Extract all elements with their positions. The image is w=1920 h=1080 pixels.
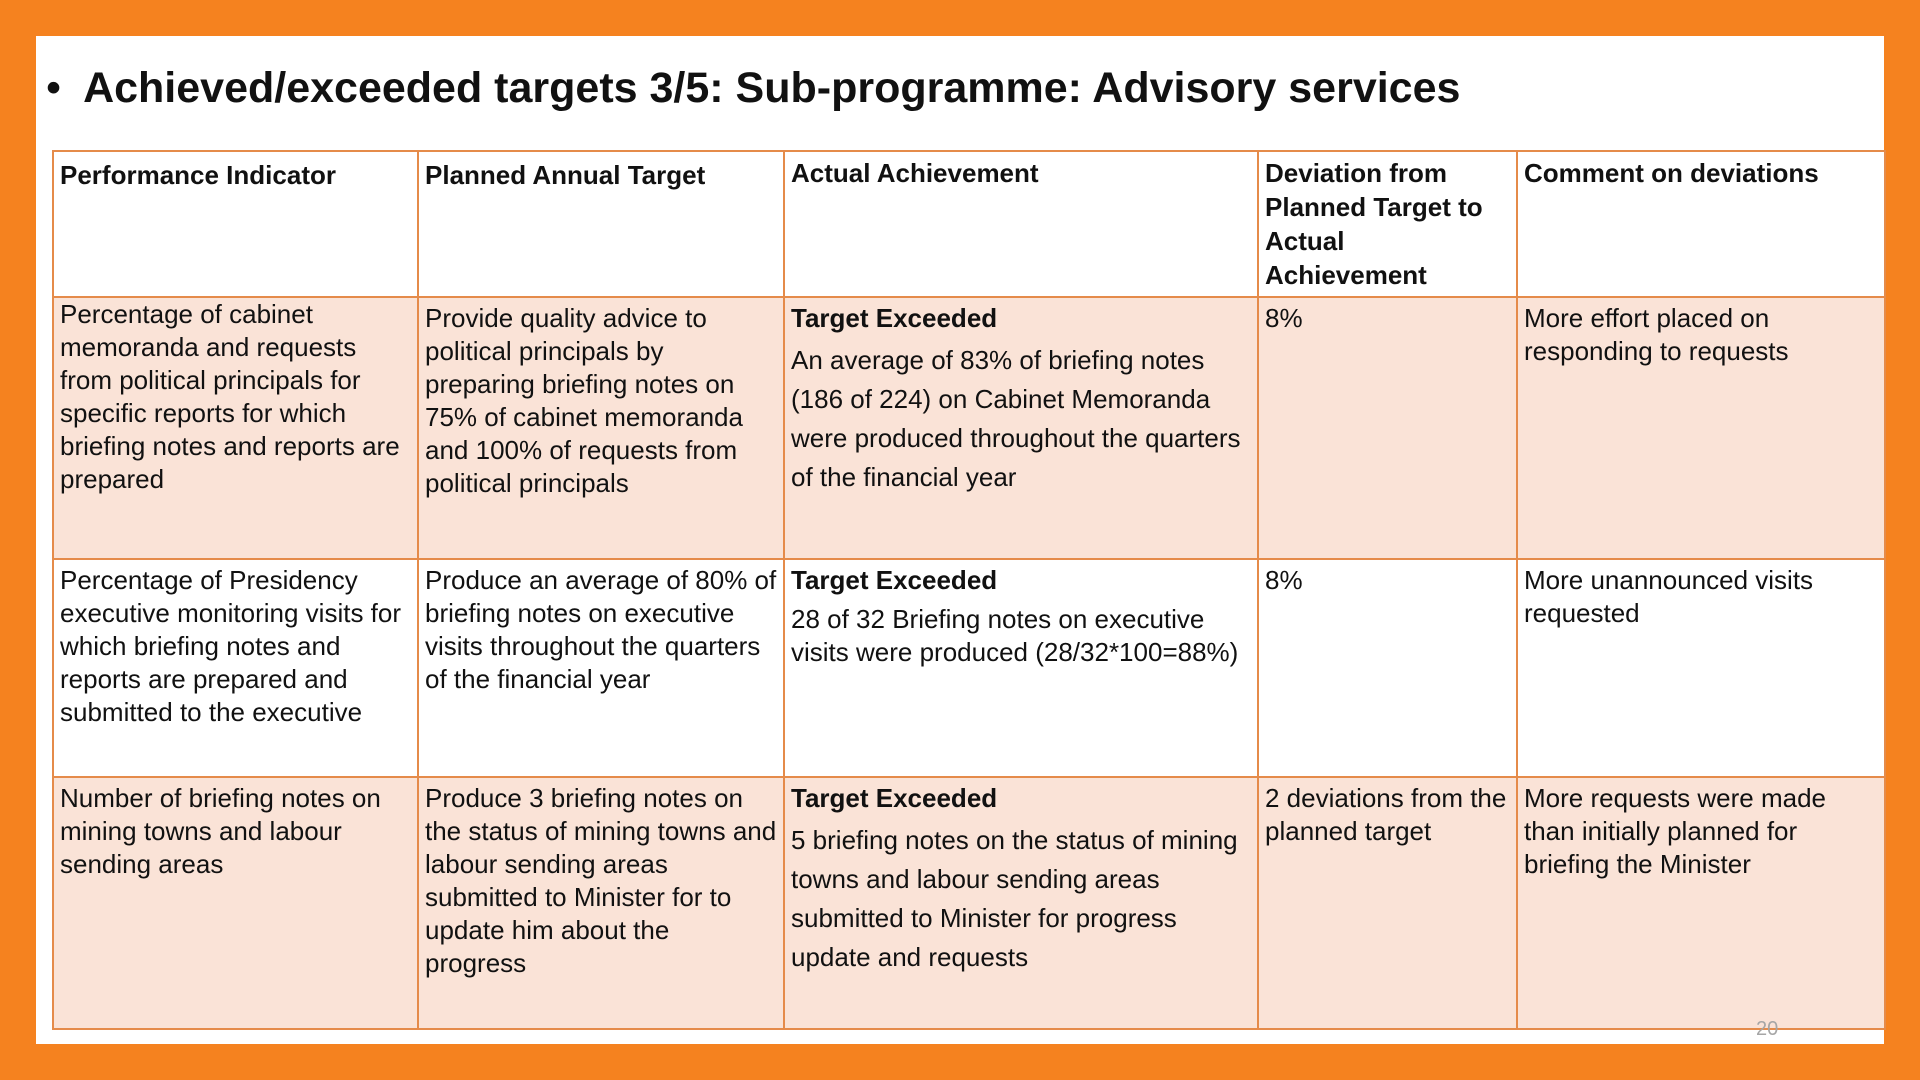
header-actual-achievement: Actual Achievement: [783, 150, 1259, 298]
planned-cell: Produce 3 briefing notes on the status o…: [417, 776, 785, 1030]
status-label: Target Exceeded: [791, 303, 998, 333]
status-label: Target Exceeded: [791, 565, 998, 595]
comment-cell: More effort placed on responding to requ…: [1516, 296, 1886, 560]
header-comment-on-deviations: Comment on deviations: [1516, 150, 1886, 298]
achievement-detail: 28 of 32 Briefing notes on executive vis…: [791, 604, 1239, 667]
table-row: Number of briefing notes on mining towns…: [52, 776, 1886, 1030]
indicator-cell: Number of briefing notes on mining towns…: [52, 776, 419, 1030]
header-performance-indicator: Performance Indicator: [52, 150, 419, 298]
page-number: 20: [1756, 1018, 1779, 1040]
indicator-cell: Percentage of cabinet memoranda and requ…: [52, 296, 419, 560]
table-row: Percentage of Presidency executive monit…: [52, 558, 1886, 778]
title-text: Achieved/exceeded targets 3/5: Sub-progr…: [83, 64, 1461, 112]
deviation-cell: 8%: [1257, 296, 1518, 560]
planned-cell: Produce an average of 80% of briefing no…: [417, 558, 785, 778]
achievement-cell: Target Exceeded 28 of 32 Briefing notes …: [783, 558, 1259, 778]
performance-table: Performance Indicator Planned Annual Tar…: [52, 150, 1886, 1030]
header-planned-annual-target: Planned Annual Target: [417, 150, 785, 298]
slide: • Achieved/exceeded targets 3/5: Sub-prog…: [36, 36, 1886, 1044]
indicator-cell: Percentage of Presidency executive monit…: [52, 558, 419, 778]
deviation-cell: 2 deviations from the planned target: [1257, 776, 1518, 1030]
achievement-detail: An average of 83% of briefing notes (186…: [791, 345, 1241, 492]
table-row: Percentage of cabinet memoranda and requ…: [52, 296, 1886, 560]
achievement-detail: 5 briefing notes on the status of mining…: [791, 825, 1238, 972]
slide-title: • Achieved/exceeded targets 3/5: Sub-prog…: [46, 64, 1460, 113]
achievement-cell: Target Exceeded An average of 83% of bri…: [783, 296, 1259, 560]
comment-cell: More unannounced visits requested: [1516, 558, 1886, 778]
title-bullet: •: [46, 64, 62, 112]
status-label: Target Exceeded: [791, 783, 998, 813]
header-deviation: Deviation from Planned Target to Actual …: [1257, 150, 1518, 298]
planned-cell: Provide quality advice to political prin…: [417, 296, 785, 560]
comment-cell: More requests were made than initially p…: [1516, 776, 1886, 1030]
table-header-row: Performance Indicator Planned Annual Tar…: [52, 150, 1886, 298]
deviation-cell: 8%: [1257, 558, 1518, 778]
achievement-cell: Target Exceeded 5 briefing notes on the …: [783, 776, 1259, 1030]
